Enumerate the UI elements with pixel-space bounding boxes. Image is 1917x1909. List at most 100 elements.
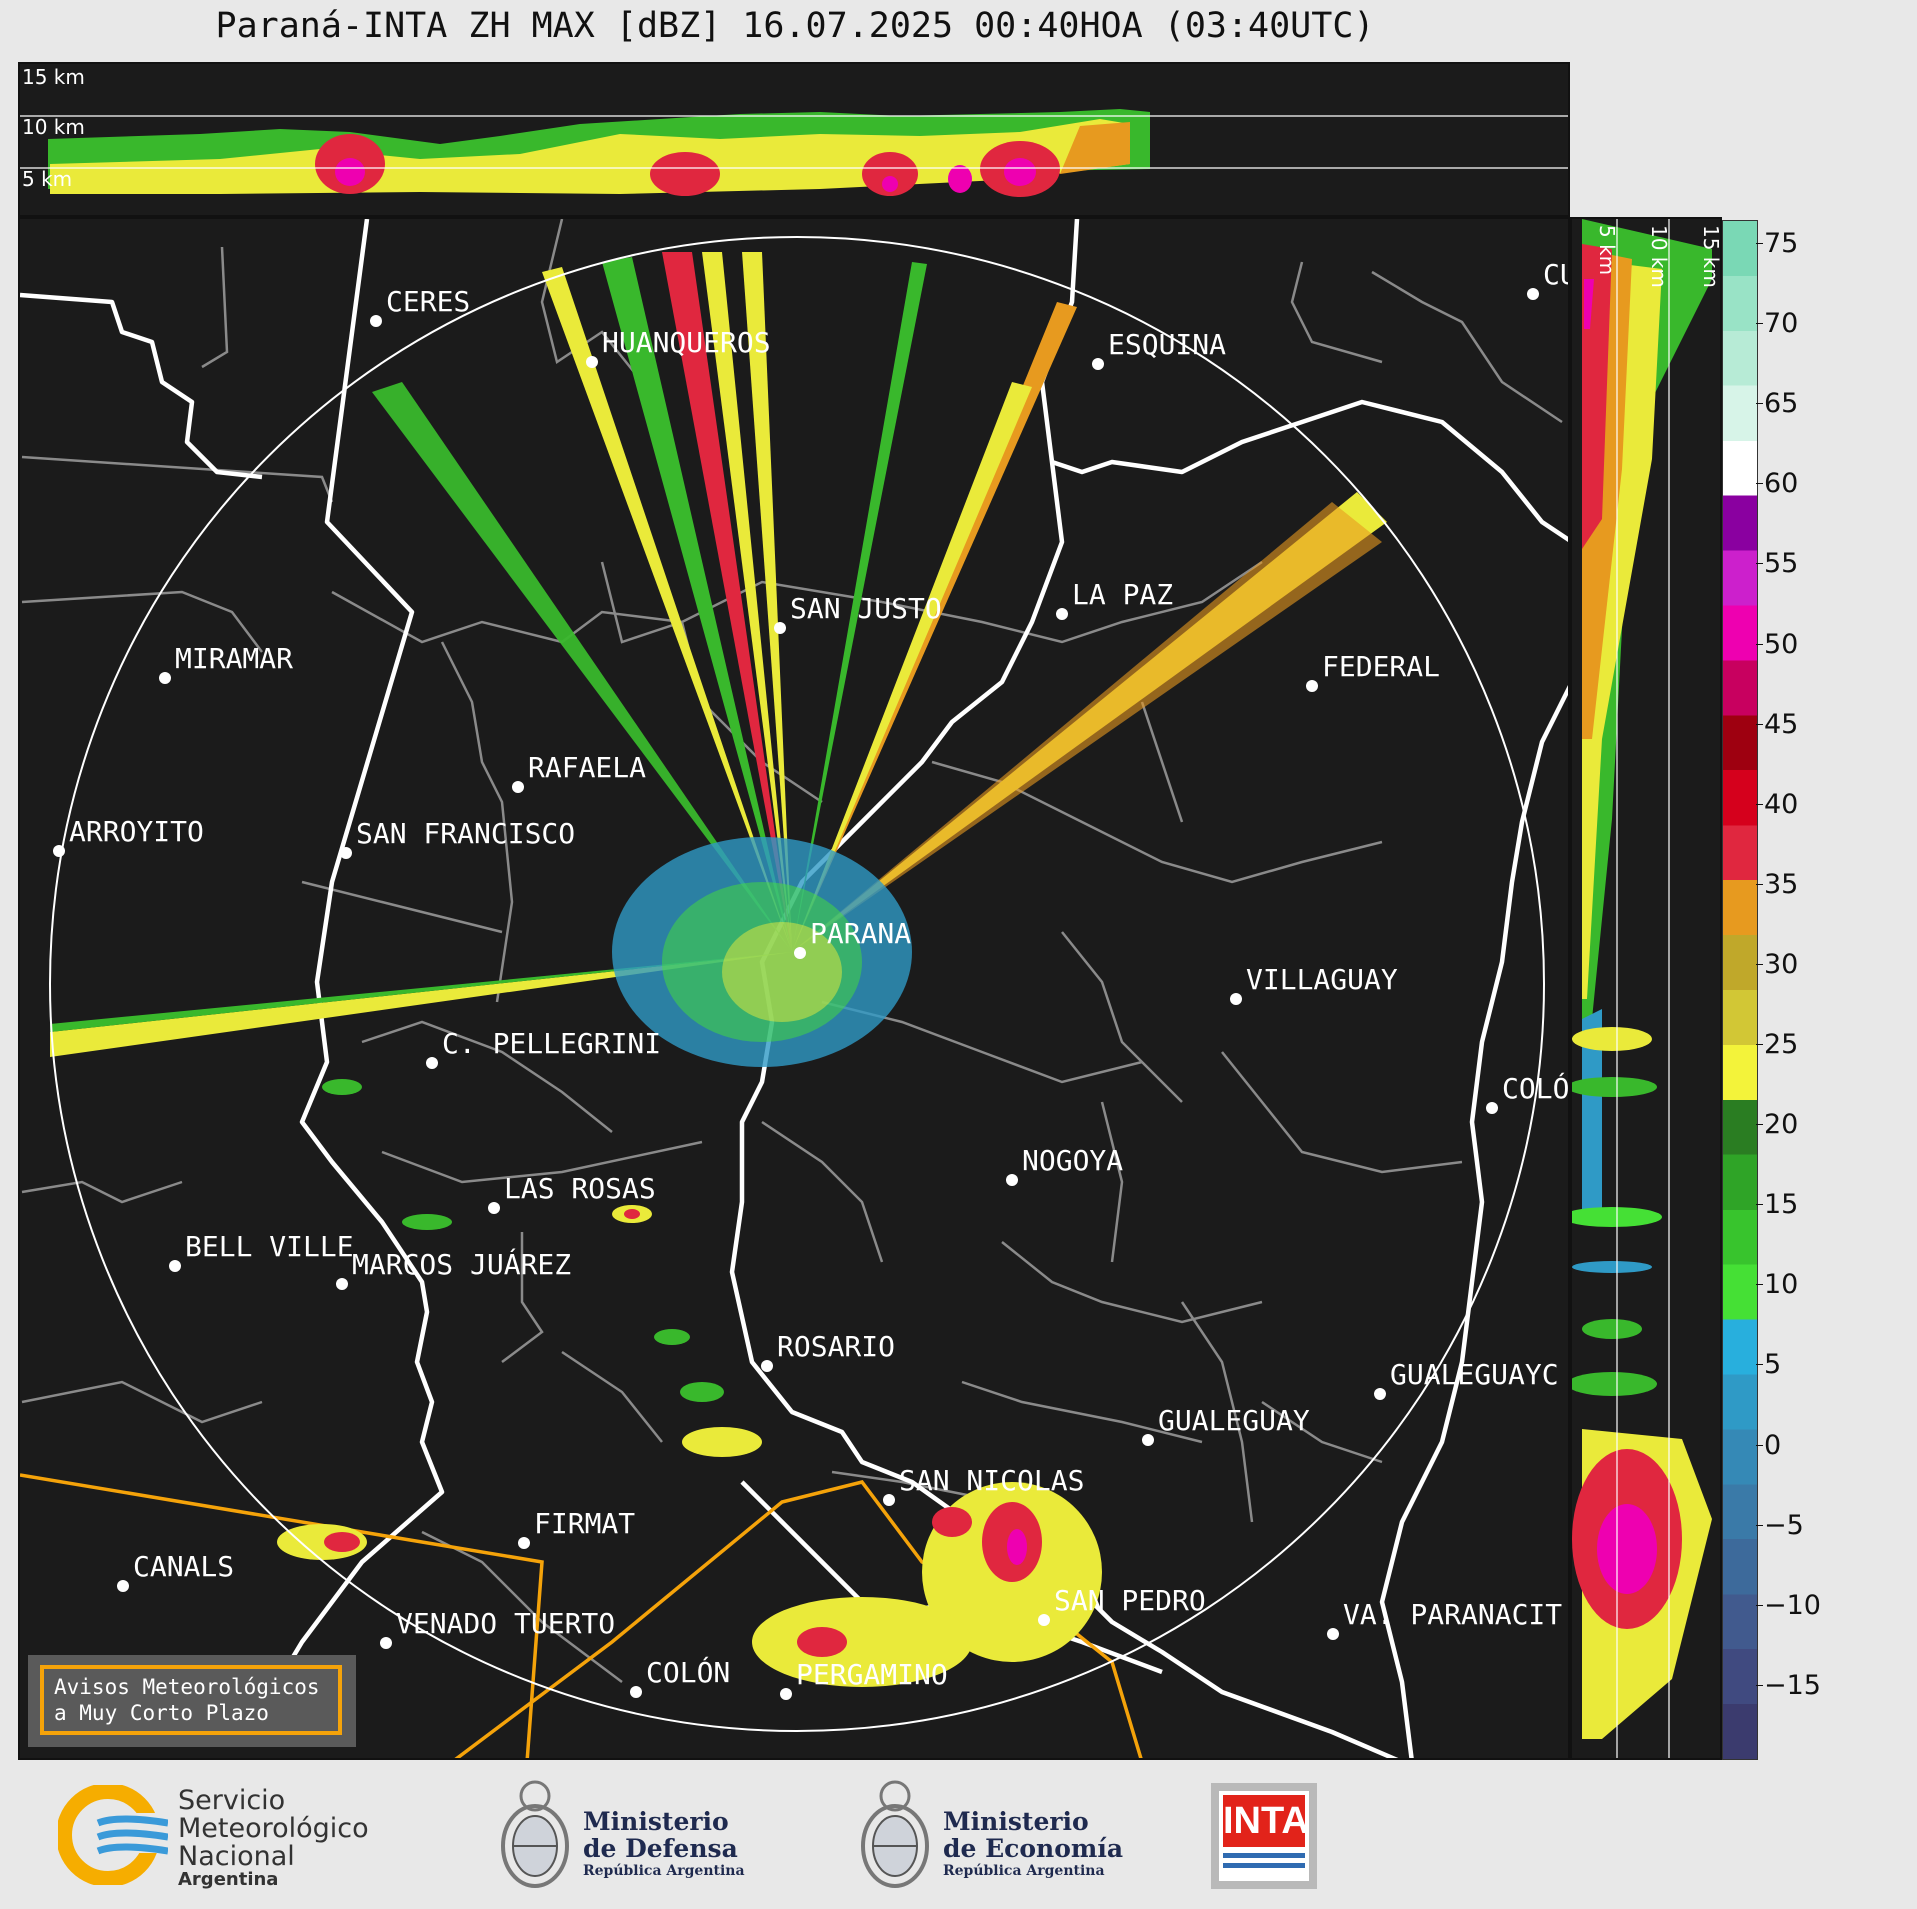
city-dot	[774, 622, 786, 634]
city-dot	[512, 781, 524, 793]
color-scale-tick: 45	[1755, 708, 1799, 740]
city-dot	[1230, 993, 1242, 1005]
top-height-label: 15 km	[22, 65, 85, 89]
city-dot	[1306, 680, 1318, 692]
city-dot	[426, 1057, 438, 1069]
top-echo-band	[48, 109, 1150, 197]
color-scale-tick: −5	[1756, 1509, 1804, 1541]
color-scale-tick: 25	[1755, 1029, 1799, 1060]
economia-line1: Ministerio	[943, 1807, 1089, 1836]
city-label: SAN NICOLAS	[899, 1464, 1084, 1497]
city-dot	[1006, 1174, 1018, 1186]
economia-logo: Ministerio de Economía República Argenti…	[855, 1778, 1135, 1898]
defensa-logo: Ministerio de Defensa República Argentin…	[495, 1778, 755, 1898]
city-dot	[630, 1686, 642, 1698]
city-label: SAN PEDRO	[1054, 1584, 1206, 1617]
city-dot	[1142, 1434, 1154, 1446]
color-scale-tick: 55	[1755, 548, 1799, 580]
city-label: ARROYITO	[69, 815, 204, 848]
city-dot	[780, 1688, 792, 1700]
color-scale-tick: 40	[1755, 788, 1799, 820]
color-scale-tick: −15	[1756, 1669, 1821, 1701]
smn-line3: Nacional	[178, 1841, 295, 1872]
city-label: MIRAMAR	[175, 642, 293, 675]
city-label: SAN FRANCISCO	[356, 817, 575, 850]
city-label: RAFAELA	[528, 751, 646, 784]
top-height-label: 10 km	[22, 115, 85, 139]
coat-of-arms-icon	[501, 1780, 569, 1888]
color-scale-tick: 10	[1755, 1269, 1799, 1301]
color-scale-tick: 75	[1755, 228, 1799, 259]
city-dot	[159, 672, 171, 684]
city-dot	[761, 1360, 773, 1372]
city-label: VILLAGUAY	[1246, 963, 1398, 996]
city-label: NOGOYA	[1022, 1144, 1123, 1177]
color-scale-tick: 15	[1755, 1189, 1799, 1221]
city-label: CU	[1543, 258, 1570, 291]
avisos-frame[interactable]: Avisos Meteorológicos a Muy Corto Plazo	[40, 1665, 342, 1735]
smn-logo: Servicio Meteorológico Nacional Argentin…	[58, 1785, 388, 1889]
color-scale-tick: 35	[1755, 868, 1799, 900]
city-label: GUALEGUAYC	[1390, 1358, 1559, 1391]
city-dot	[883, 1494, 895, 1506]
smn-line1: Servicio	[178, 1785, 286, 1816]
city-dot	[53, 845, 65, 857]
city-label: PARANA	[810, 917, 911, 950]
city-dot	[1486, 1102, 1498, 1114]
inta-logo-text: INTA	[1223, 1795, 1309, 1847]
inta-logo: INTA	[1211, 1783, 1317, 1889]
city-label: VA. PARANACIT	[1343, 1598, 1562, 1631]
city-dot	[1038, 1614, 1050, 1626]
city-dot	[1527, 288, 1539, 300]
city-dot	[518, 1537, 530, 1549]
defensa-line2: de Defensa	[583, 1834, 738, 1863]
warning-area-borders	[20, 1473, 1143, 1758]
economia-line2: de Economía	[943, 1834, 1124, 1863]
city-label: ESQUINA	[1108, 328, 1226, 361]
top-section-graphic: 15 km 10 km 5 km	[20, 65, 1568, 197]
city-label: CANALS	[133, 1550, 234, 1583]
city-dot	[340, 847, 352, 859]
avisos-box[interactable]: Avisos Meteorológicos a Muy Corto Plazo	[28, 1655, 356, 1747]
city-label: COLÓ	[1502, 1071, 1569, 1105]
city-dot	[1092, 358, 1104, 370]
city-dot	[586, 356, 598, 368]
city-label: PERGAMINO	[796, 1658, 948, 1691]
city-label: GUALEGUAY	[1158, 1404, 1310, 1437]
side-echo-band	[1572, 219, 1712, 1739]
city-label: VENADO TUERTO	[396, 1607, 615, 1640]
map-graphic: CERES HUANQUEROS ESQUINA CU LA PAZ SAN JUSTO M…	[20, 219, 1570, 1758]
city-label: FIRMAT	[534, 1507, 635, 1540]
city-label: LAS ROSAS	[504, 1172, 656, 1205]
side-height-label: 10 km	[1647, 225, 1671, 288]
smn-line2: Meteorológico	[178, 1813, 369, 1844]
radar-map: CERES HUANQUEROS ESQUINA CU LA PAZ SAN JUSTO M…	[18, 217, 1570, 1760]
coat-of-arms-icon	[861, 1780, 929, 1888]
city-label: HUANQUEROS	[602, 326, 771, 359]
city-dot	[380, 1637, 392, 1649]
color-scale-tick: 0	[1755, 1429, 1782, 1461]
city-dot	[336, 1278, 348, 1290]
city-dot	[794, 947, 806, 959]
economia-line3: República Argentina	[943, 1863, 1105, 1879]
color-scale-bar	[1722, 220, 1758, 1760]
city-dot	[169, 1260, 181, 1272]
avisos-line2: a Muy Corto Plazo	[54, 1701, 269, 1725]
defensa-line3: República Argentina	[583, 1863, 745, 1879]
color-scale-tick: 70	[1755, 308, 1799, 340]
color-scale-tick: 5	[1755, 1349, 1782, 1381]
city-label: C. PELLEGRINI	[442, 1027, 661, 1060]
city-label: LA PAZ	[1072, 578, 1173, 611]
color-scale-tick: 65	[1755, 388, 1799, 420]
defensa-line1: Ministerio	[583, 1807, 729, 1836]
city-markers: CERES HUANQUEROS ESQUINA CU LA PAZ SAN JUSTO M…	[53, 258, 1570, 1700]
side-height-label: 15 km	[1699, 225, 1722, 288]
top-height-section: 15 km 10 km 5 km	[18, 62, 1570, 217]
smn-line4: Argentina	[178, 1869, 279, 1890]
side-height-section: 5 km 10 km 15 km	[1570, 217, 1722, 1760]
city-dot	[1374, 1388, 1386, 1400]
color-scale-tick: 50	[1755, 628, 1799, 660]
top-height-label: 5 km	[22, 167, 72, 191]
city-label: CERES	[386, 285, 470, 318]
city-dot	[488, 1202, 500, 1214]
